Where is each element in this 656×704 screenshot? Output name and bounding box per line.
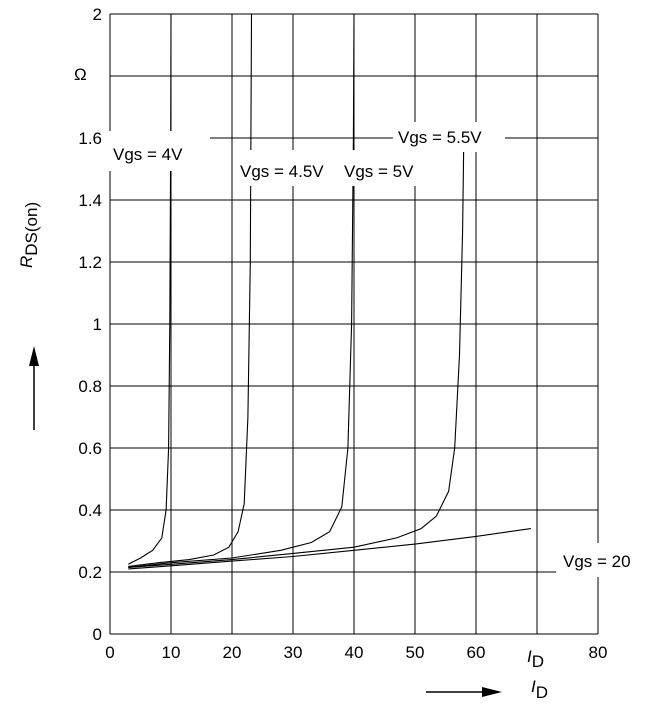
series-label-vgs-20: Vgs = 20 <box>563 552 631 571</box>
series-line-3 <box>128 137 465 568</box>
y-tick-label: 0 <box>93 625 102 644</box>
series-lines <box>128 13 531 570</box>
y-tick-label: 1.2 <box>78 253 102 272</box>
x-tick-label: 40 <box>345 643 364 662</box>
grid <box>109 13 599 635</box>
x-tick-label: 20 <box>223 643 242 662</box>
y-axis-title: RDS(on) <box>17 202 41 268</box>
y-tick-label: 0.6 <box>78 439 102 458</box>
x-tick-label: 60 <box>467 643 486 662</box>
series-line-4 <box>128 528 531 570</box>
y-tick-label: 0.8 <box>78 377 102 396</box>
y-tick-label: 1.4 <box>78 191 102 210</box>
series-label-vgs-4-5v: Vgs = 4.5V <box>240 162 324 181</box>
y-tick-label: 0.2 <box>78 563 102 582</box>
x-tick-label: 30 <box>284 643 303 662</box>
x-tick-label: 0 <box>105 643 114 662</box>
series-label-vgs-5v: Vgs = 5V <box>344 162 414 181</box>
y-tick-label: 1.6 <box>78 129 102 148</box>
series-line-1 <box>128 13 253 567</box>
x-axis-arrow <box>426 687 502 697</box>
y-axis-arrow <box>29 346 39 430</box>
y-tick-label: 2 <box>93 5 102 24</box>
x-tick-label: 10 <box>162 643 181 662</box>
tick-labels: 0 10 20 30 40 50 60 80 ID 0 0.2 0.4 0.6 0.8 1 1.2 1.4 1.6… <box>78 5 607 671</box>
series-label-vgs-5-5v: Vgs = 5.5V <box>398 128 482 147</box>
x-tick-label: 50 <box>406 643 425 662</box>
series-label-vgs-4v: Vgs = 4V <box>113 145 183 164</box>
y-unit-label: Ω <box>74 65 87 84</box>
x-tick-label-id: ID <box>527 647 544 671</box>
series-line-2 <box>128 13 355 568</box>
series-line-0 <box>128 13 172 565</box>
y-tick-label: 0.4 <box>78 501 102 520</box>
y-tick-label: 1 <box>93 315 102 334</box>
x-tick-label: 80 <box>589 643 608 662</box>
x-axis-title: ID <box>531 677 548 702</box>
